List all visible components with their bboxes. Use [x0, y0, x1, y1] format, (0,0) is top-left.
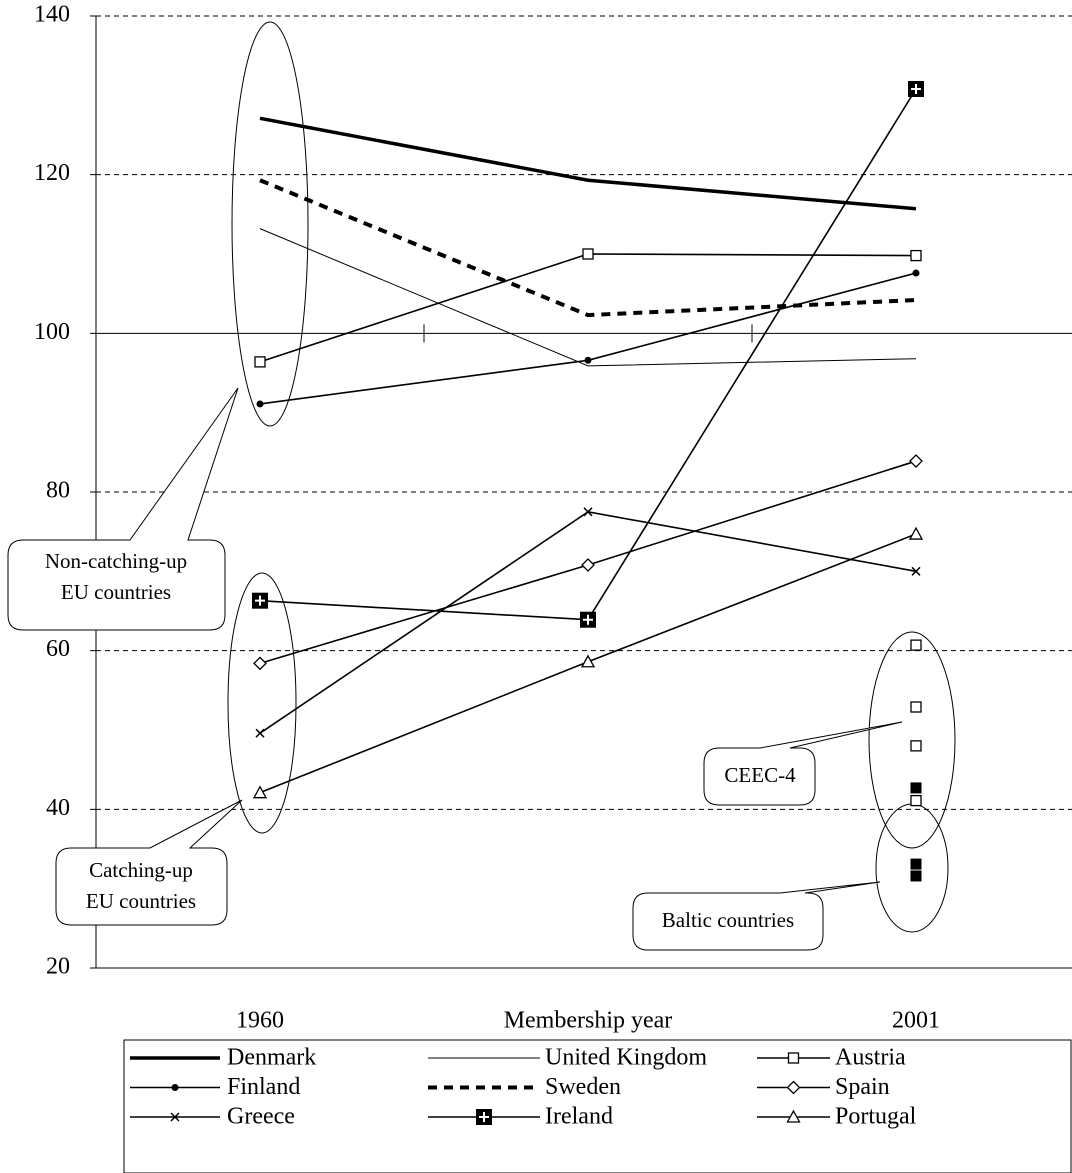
point [911, 566, 921, 576]
point [910, 782, 922, 794]
point [908, 80, 924, 97]
y-tick-label: 140 [34, 2, 70, 28]
x-tick-label: Membership year [504, 1008, 673, 1034]
series-line [259, 116, 917, 211]
point [252, 592, 268, 609]
callout [632, 881, 881, 951]
point [908, 526, 924, 540]
callout [7, 387, 239, 631]
ellipse [868, 631, 956, 849]
point [912, 269, 920, 277]
series-line [259, 178, 917, 318]
point [910, 701, 922, 713]
legend-marker [170, 1112, 180, 1122]
series-line [259, 88, 917, 621]
y-tick-label: 80 [46, 478, 70, 504]
annotation-text: CEEC-4 [724, 763, 796, 787]
annotation-text: Non-catching-up [45, 549, 187, 573]
ellipse [231, 21, 309, 427]
legend-label: Austria [835, 1045, 906, 1071]
legend-label: Finland [227, 1074, 300, 1100]
point [910, 794, 922, 807]
legend-marker [171, 1084, 179, 1091]
legend-label: Denmark [227, 1045, 316, 1071]
legend-label: Sweden [545, 1074, 621, 1100]
point [910, 249, 922, 262]
y-tick-label: 100 [34, 319, 70, 345]
legend-label: United Kingdom [545, 1045, 707, 1071]
point [910, 639, 922, 651]
point [581, 558, 595, 572]
annotations: Non-catching-up EU countries Catching-up… [7, 21, 956, 951]
point [253, 656, 267, 671]
x-tick-label: 2001 [892, 1008, 940, 1034]
point [909, 454, 923, 468]
point [582, 248, 594, 260]
point [910, 870, 922, 882]
point [580, 611, 596, 628]
legend-box [123, 1039, 1072, 1173]
y-tick-label: 40 [46, 795, 70, 821]
series-line [259, 228, 917, 367]
legend-marker [476, 1109, 492, 1125]
callout [703, 721, 903, 806]
annotation-text: Baltic countries [662, 908, 794, 932]
point [910, 858, 922, 870]
point [910, 740, 922, 752]
y-tick-label: 20 [46, 954, 70, 980]
annotation-text: EU countries [61, 580, 171, 604]
annotation-text: EU countries [86, 889, 196, 913]
series-line [259, 272, 917, 405]
point [252, 785, 268, 799]
legend-label: Greece [227, 1104, 295, 1130]
ellipse [227, 572, 297, 834]
legend-marker [787, 1052, 800, 1064]
point [580, 654, 596, 668]
point [256, 400, 264, 408]
point [583, 507, 593, 517]
point [584, 356, 592, 364]
legend-marker [786, 1109, 801, 1123]
legend-marker [786, 1080, 801, 1095]
callout [55, 799, 243, 926]
x-tick-label: 1960 [236, 1008, 284, 1034]
point [255, 728, 265, 738]
y-tick-label: 120 [34, 160, 70, 186]
legend-label: Ireland [545, 1104, 613, 1130]
annotation-text: Catching-up [89, 858, 193, 882]
legend-label: Portugal [835, 1104, 917, 1130]
y-tick-label: 60 [46, 636, 70, 662]
point [254, 356, 266, 368]
legend-label: Spain [835, 1074, 890, 1100]
